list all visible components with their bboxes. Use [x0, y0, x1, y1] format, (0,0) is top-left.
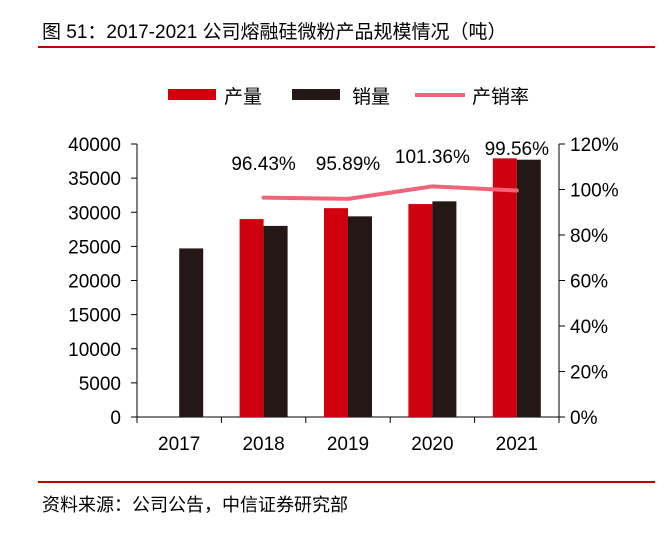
y2-tick-label: 20% — [570, 363, 608, 384]
y-tick-label: 10000 — [68, 340, 121, 361]
x-tick-label: 2021 — [496, 434, 538, 455]
bar-销量-2020 — [432, 201, 457, 417]
y2-tick-label: 100% — [570, 181, 619, 202]
x-tick-label: 2020 — [411, 434, 453, 455]
y-tick-label: 30000 — [68, 203, 121, 224]
bar-产量-2021 — [492, 158, 517, 417]
bar-产量-2019 — [324, 208, 348, 417]
y-tick-label: 25000 — [68, 237, 121, 258]
y-tick-label: 15000 — [68, 306, 121, 327]
legend-swatch — [292, 89, 340, 100]
y2-tick-label: 60% — [570, 272, 608, 293]
data-label: 96.43% — [231, 154, 296, 175]
data-label: 95.89% — [316, 154, 381, 175]
y-tick-label: 20000 — [68, 272, 121, 293]
y-tick-label: 35000 — [68, 169, 121, 190]
y-tick-label: 5000 — [79, 374, 121, 395]
data-label: 101.36% — [395, 147, 470, 168]
bar-销量-2018 — [263, 225, 288, 417]
y-tick-label: 0 — [110, 408, 121, 429]
y2-tick-label: 120% — [570, 135, 619, 156]
legend-label: 产量 — [224, 86, 262, 108]
legend-swatch — [168, 89, 216, 100]
bar-产量-2018 — [239, 219, 264, 417]
x-tick-label: 2019 — [327, 434, 369, 455]
bar-销量-2017 — [179, 248, 204, 417]
bar-销量-2019 — [348, 216, 372, 417]
data-label: 99.56% — [485, 139, 550, 160]
legend-label: 销量 — [352, 86, 390, 108]
bar-销量-2021 — [516, 159, 541, 417]
chart-title: 图 51：2017-2021 公司熔融硅微粉产品规模情况（吨） — [42, 21, 507, 43]
legend-label: 产销率 — [472, 86, 529, 108]
y2-tick-label: 80% — [570, 226, 608, 247]
x-tick-label: 2018 — [242, 434, 284, 455]
y2-tick-label: 0% — [570, 408, 598, 429]
source-text: 资料来源：公司公告，中信证券研究部 — [42, 495, 348, 515]
bar-产量-2020 — [408, 204, 433, 417]
line-产销率 — [261, 184, 519, 201]
y2-tick-label: 40% — [570, 317, 608, 338]
y-tick-label: 40000 — [68, 135, 121, 156]
x-tick-label: 2017 — [158, 434, 200, 455]
